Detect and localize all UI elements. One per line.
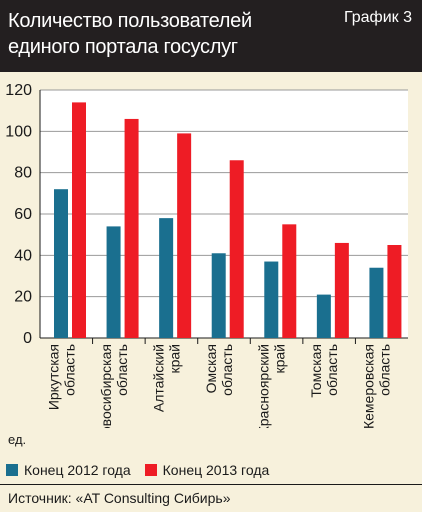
bar-2013-5 [334,242,349,338]
category-label-6-1: область [377,344,393,396]
category-label-1-1: область [114,344,130,396]
category-label-2-1: край [166,344,182,374]
bar-2013-6 [387,245,402,338]
y-tick-label-120: 120 [5,82,32,99]
category-label-3-0: Омская [203,344,219,393]
y-tick-label-40: 40 [14,247,32,264]
bar-2012-4 [264,261,279,338]
category-label-2-0: Алтайский [150,344,166,412]
category-label-3-1: область [219,344,235,396]
legend-item-2013: Конец 2013 года [144,462,270,478]
chart-header: Количество пользователей единого портала… [0,0,422,72]
legend-item-2012: Конец 2012 года [6,462,131,478]
chart-title-line-1: Количество пользователей [8,10,252,32]
bar-2012-3 [211,253,226,338]
bar-2013-2 [177,133,192,338]
chart-number: График 3 [343,9,412,26]
chart-title-line-2: единого портала госуслуг [8,36,238,58]
y-tick-label-20: 20 [14,289,32,306]
category-label-0-0: Иркутская [45,344,61,410]
legend-swatch-2013 [144,464,157,476]
category-label-1-0: Новосибирская [98,344,114,428]
category-label-4-0: Красноярский [256,344,272,428]
bar-2013-0 [72,102,86,339]
legend: Конец 2012 года Конец 2013 года [6,460,283,480]
legend-label-2013: Конец 2013 года [162,462,270,478]
y-tick-label-100: 100 [5,123,32,140]
bar-2012-5 [316,294,331,338]
y-tick-label-0: 0 [23,330,32,347]
footer-divider [0,484,422,485]
category-label-4-1: край [272,344,288,374]
category-label-5-0: Томская [308,344,324,398]
legend-label-2012: Конец 2012 года [24,462,131,478]
category-label-0-1: область [61,344,77,396]
bar-2012-1 [106,226,121,338]
bar-2013-4 [282,224,297,338]
bar-2012-2 [159,218,174,338]
bar-2013-3 [229,160,244,338]
source-note: Источник: «AT Consulting Сибирь» [8,490,231,506]
legend-swatch-2012 [6,464,18,476]
y-tick-label-60: 60 [14,206,32,223]
bar-2012-0 [54,189,68,338]
chart-title: Количество пользователей единого портала… [8,8,328,60]
unit-label: ед. [8,432,27,447]
category-label-6-0: Кемеровская [361,344,377,428]
bar-2012-6 [369,267,384,338]
bar-2013-1 [124,118,139,338]
category-label-5-1: область [324,344,340,396]
y-tick-label-80: 80 [14,165,32,182]
